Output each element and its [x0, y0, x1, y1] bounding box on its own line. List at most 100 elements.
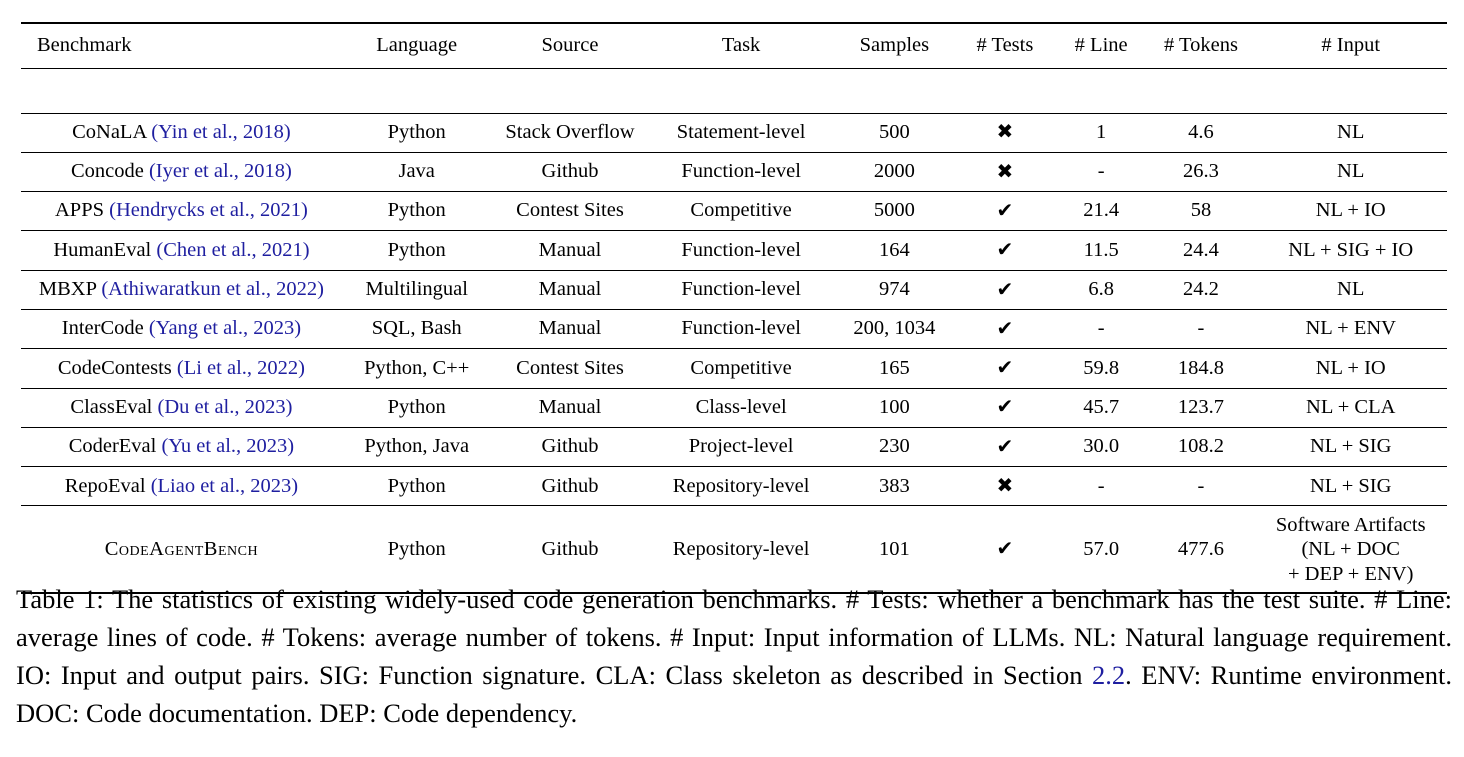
table-row: CoNaLA (Yin et al., 2018) Python Stack Ove…: [21, 113, 1447, 153]
cross-mark-icon: ✖: [996, 119, 1014, 144]
source-cell: Manual: [491, 270, 649, 310]
input-cell: Software Artifacts (NL + DOC + DEP + ENV): [1254, 505, 1447, 595]
line-cell: 30.0: [1054, 427, 1148, 468]
task-cell: Statement-level: [648, 113, 834, 153]
input-cell: NL: [1254, 270, 1447, 310]
caption-text-after: . ENV: Runtime environment. DOC: Code do…: [16, 660, 1452, 728]
samples-cell: 164: [833, 230, 955, 271]
language-cell: Python: [341, 113, 492, 153]
table-row: CoderEval (Yu et al., 2023) Python, Java G…: [21, 427, 1447, 468]
source-cell: Github: [491, 466, 649, 507]
line-cell: 59.8: [1054, 348, 1148, 389]
source-cell: Manual: [491, 388, 649, 428]
benchmark-cell: InterCode (Yang et al., 2023): [21, 309, 342, 350]
header-tokens: # Tokens: [1147, 23, 1255, 69]
header-language: Language: [341, 23, 492, 69]
source-cell: Manual: [491, 309, 649, 350]
check-mark-icon: ✔: [996, 276, 1014, 301]
citation-link[interactable]: (Yu et al., 2023): [161, 435, 295, 458]
tokens-cell: 123.7: [1147, 388, 1255, 428]
table-row: MBXP (Athiwaratkun et al., 2022) Multilin…: [21, 270, 1447, 310]
source-cell: Contest Sites: [491, 348, 649, 389]
source-cell: Stack Overflow: [491, 113, 649, 153]
citation-link[interactable]: (Hendrycks et al., 2021): [109, 199, 308, 222]
benchmark-name: CodeContests: [57, 356, 172, 379]
input-cell: NL + SIG: [1254, 427, 1447, 468]
samples-cell: 2000: [833, 152, 955, 193]
citation-link[interactable]: (Yang et al., 2023): [148, 317, 302, 340]
source-cell: Manual: [491, 230, 649, 271]
language-cell: Python: [341, 466, 492, 507]
citation-link[interactable]: (Du et al., 2023): [157, 395, 293, 418]
tokens-cell: 4.6: [1147, 113, 1255, 153]
tests-cell: ✖: [955, 466, 1055, 507]
cross-mark-icon: ✖: [996, 158, 1014, 183]
cross-mark-icon: ✖: [996, 473, 1014, 498]
table-row: InterCode (Yang et al., 2023) SQL, Bash Ma…: [21, 309, 1447, 350]
samples-cell: 5000: [833, 191, 955, 232]
tokens-cell: -: [1147, 466, 1255, 507]
table-body: CoNaLA (Yin et al., 2018) Python Stack Ove…: [21, 113, 1447, 595]
benchmark-cell: CodeContests (Li et al., 2022): [21, 348, 342, 389]
input-cell: NL + ENV: [1254, 309, 1447, 350]
benchmark-name: CoderEval: [68, 435, 157, 458]
benchmark-name: ClassEval: [70, 395, 153, 418]
tests-cell: ✔: [955, 348, 1055, 389]
header-task: Task: [648, 23, 834, 69]
check-mark-icon: ✔: [996, 536, 1014, 561]
table-caption: Table 1: The statistics of existing wide…: [16, 580, 1452, 732]
tokens-cell: 184.8: [1147, 348, 1255, 389]
task-cell: Function-level: [648, 270, 834, 310]
header-double-rule: [21, 68, 1447, 114]
line-cell: 21.4: [1054, 191, 1148, 232]
benchmark-cell: HumanEval (Chen et al., 2021): [21, 230, 342, 271]
citation-link[interactable]: (Liao et al., 2023): [150, 474, 299, 497]
tests-cell: ✔: [955, 191, 1055, 232]
tokens-cell: -: [1147, 309, 1255, 350]
header-input: # Input: [1254, 23, 1447, 69]
tests-cell: ✔: [955, 505, 1055, 595]
citation-link[interactable]: (Athiwaratkun et al., 2022): [101, 278, 324, 301]
benchmark-cell: APPS (Hendrycks et al., 2021): [21, 191, 342, 232]
samples-cell: 100: [833, 388, 955, 428]
line-cell: 6.8: [1054, 270, 1148, 310]
input-cell: NL: [1254, 152, 1447, 193]
language-cell: Java: [341, 152, 492, 193]
language-cell: Multilingual: [341, 270, 492, 310]
tokens-cell: 108.2: [1147, 427, 1255, 468]
citation-link[interactable]: (Iyer et al., 2018): [148, 160, 292, 183]
tests-cell: ✖: [955, 113, 1055, 153]
task-cell: Function-level: [648, 152, 834, 193]
citation-link[interactable]: (Li et al., 2022): [176, 356, 305, 379]
table-row: HumanEval (Chen et al., 2021) Python Manua…: [21, 230, 1447, 271]
line-cell: 11.5: [1054, 230, 1148, 271]
task-cell: Repository-level: [648, 505, 834, 595]
benchmark-name: HumanEval: [53, 238, 152, 261]
line-cell: -: [1054, 466, 1148, 507]
citation-link[interactable]: (Yin et al., 2018): [151, 120, 291, 143]
section-reference-link[interactable]: 2.2: [1092, 660, 1126, 690]
table-row: Concode (Iyer et al., 2018) Java Github Fun…: [21, 152, 1447, 193]
source-cell: Contest Sites: [491, 191, 649, 232]
benchmark-cell: CoderEval (Yu et al., 2023): [21, 427, 342, 468]
benchmark-name: RepoEval: [64, 474, 146, 497]
tokens-cell: 58: [1147, 191, 1255, 232]
tests-cell: ✔: [955, 427, 1055, 468]
table-row: ClassEval (Du et al., 2023) Python Manual C…: [21, 388, 1447, 428]
header-tests: # Tests: [955, 23, 1055, 69]
table-row: APPS (Hendrycks et al., 2021) Python Conte…: [21, 191, 1447, 232]
language-cell: Python: [341, 388, 492, 428]
samples-cell: 974: [833, 270, 955, 310]
citation-link[interactable]: (Chen et al., 2021): [156, 238, 310, 261]
check-mark-icon: ✔: [996, 315, 1014, 340]
samples-cell: 500: [833, 113, 955, 153]
samples-cell: 200, 1034: [833, 309, 955, 350]
tests-cell: ✔: [955, 230, 1055, 271]
check-mark-icon: ✔: [996, 237, 1014, 262]
benchmark-name: CoNaLA: [72, 120, 147, 143]
source-cell: Github: [491, 505, 649, 595]
tests-cell: ✔: [955, 388, 1055, 428]
tokens-cell: 24.2: [1147, 270, 1255, 310]
input-cell: NL + CLA: [1254, 388, 1447, 428]
benchmark-cell: RepoEval (Liao et al., 2023): [21, 466, 342, 507]
